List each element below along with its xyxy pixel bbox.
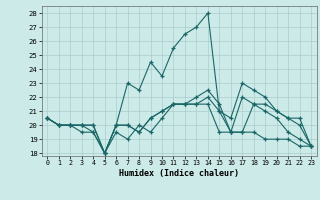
X-axis label: Humidex (Indice chaleur): Humidex (Indice chaleur) — [119, 169, 239, 178]
